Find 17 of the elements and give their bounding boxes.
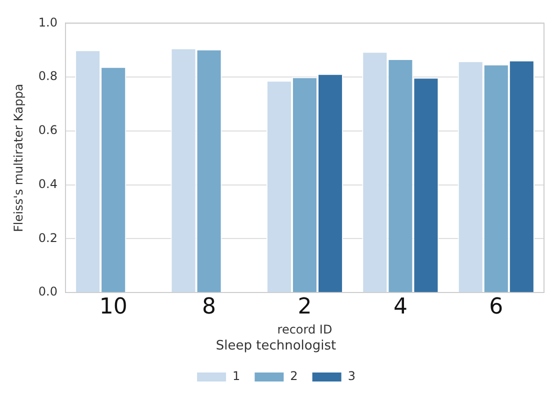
legend-label: 3 [348,369,356,384]
y-tick-label: 0.8 [38,69,58,84]
y-tick-label: 1.0 [38,15,58,30]
x-axis-title: record ID [277,322,332,336]
y-tick-label: 0.4 [38,176,58,191]
legend-title: Sleep technologist [216,338,336,354]
x-tick-label: 10 [99,294,128,320]
y-tick-label: 0.6 [38,123,58,138]
y-axis-title: Fleiss's multirater Kappa [11,84,26,232]
legend-label: 2 [290,369,298,384]
x-tick-label: 2 [298,294,312,320]
y-tick-label: 0.0 [38,284,58,299]
x-tick-label: 6 [489,294,504,320]
x-tick-label: 4 [393,294,408,320]
x-tick-label: 8 [202,294,216,320]
legend-label: 1 [232,369,240,384]
y-tick-label: 0.2 [38,230,58,245]
